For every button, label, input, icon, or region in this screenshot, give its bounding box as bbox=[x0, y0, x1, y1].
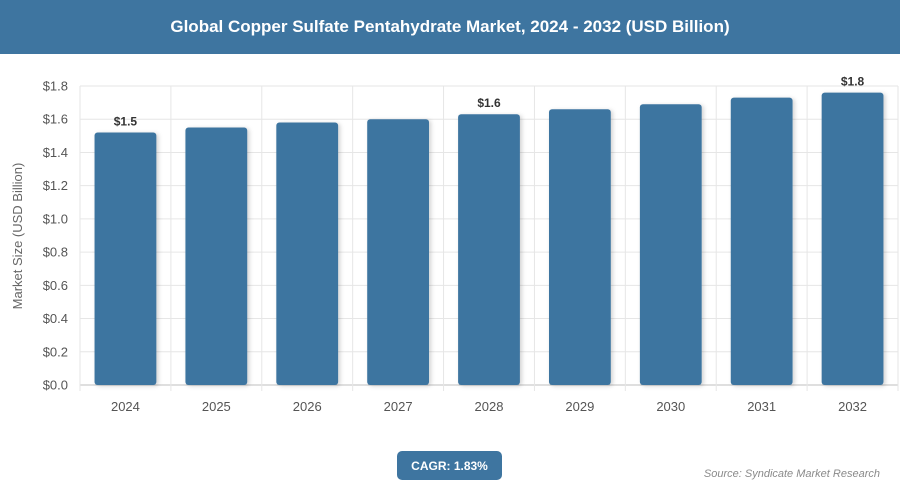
bar-2026 bbox=[276, 122, 339, 386]
bar-2024 bbox=[94, 132, 157, 385]
y-tick-label: $1.4 bbox=[43, 145, 68, 160]
x-tick-label: 2024 bbox=[111, 399, 140, 414]
x-tick-label: 2025 bbox=[202, 399, 231, 414]
x-tick-label: 2032 bbox=[838, 399, 867, 414]
bar-2027 bbox=[367, 119, 430, 385]
data-label-2028: $1.6 bbox=[477, 96, 501, 110]
source-note: Source: Syndicate Market Research bbox=[703, 468, 880, 480]
data-label-2032: $1.8 bbox=[841, 75, 865, 89]
x-tick-label: 2028 bbox=[475, 399, 504, 414]
chart-title: Global Copper Sulfate Pentahydrate Marke… bbox=[170, 17, 730, 36]
x-tick-label: 2031 bbox=[747, 399, 776, 414]
bar-2025 bbox=[185, 127, 248, 386]
y-tick-label: $0.6 bbox=[43, 278, 68, 293]
bar-2028 bbox=[458, 114, 520, 385]
y-axis-title: Market Size (USD Billion) bbox=[10, 163, 25, 310]
y-tick-label: $0.4 bbox=[43, 311, 68, 326]
y-tick-label: $1.6 bbox=[43, 112, 68, 127]
bar-2029 bbox=[548, 109, 611, 385]
x-tick-label: 2026 bbox=[293, 399, 322, 414]
x-tick-label: 2030 bbox=[656, 399, 685, 414]
bar-2031 bbox=[730, 97, 793, 385]
bar-2032 bbox=[821, 92, 884, 385]
y-tick-label: $1.0 bbox=[43, 211, 68, 226]
y-tick-label: $0.8 bbox=[43, 245, 68, 260]
y-tick-label: $1.2 bbox=[43, 178, 68, 193]
data-label-2024: $1.5 bbox=[114, 115, 138, 129]
x-tick-label: 2027 bbox=[384, 399, 413, 414]
y-tick-label: $0.2 bbox=[43, 344, 68, 359]
y-tick-label: $0.0 bbox=[43, 378, 68, 393]
chart-header: Global Copper Sulfate Pentahydrate Marke… bbox=[0, 0, 900, 54]
x-tick-label: 2029 bbox=[565, 399, 594, 414]
bar-2030 bbox=[639, 104, 702, 385]
bar-chart: $0.0 $0.2 $0.4 $0.6 $0.8 $1.0 $1.2 $1.4 $1.6 $1.8… bbox=[10, 75, 899, 414]
y-tick-label: $1.8 bbox=[43, 79, 68, 94]
cagr-badge: CAGR: 1.83% bbox=[397, 451, 502, 480]
